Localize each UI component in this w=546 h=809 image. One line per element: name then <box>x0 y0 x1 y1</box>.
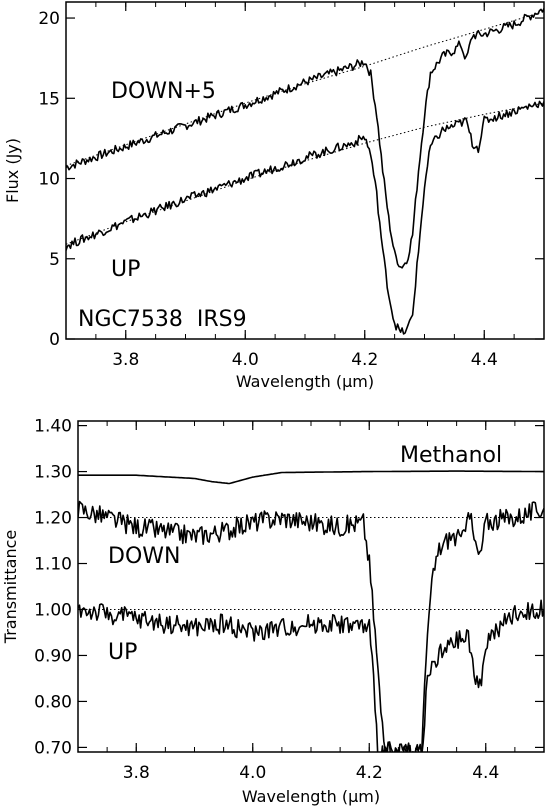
transmittance-x-tick-label: 4.4 <box>472 763 499 783</box>
flux-series-3 <box>66 102 544 245</box>
transmittance-series-1 <box>78 500 544 752</box>
transmittance-y-tick-label: 1.40 <box>34 417 72 437</box>
flux-y-tick-label: 15 <box>38 89 60 109</box>
transmittance-ticks-layer: 3.8 4.0 4.2 4.4 0.70 0.80 0.90 1.00 1.10 1.20 1.30… <box>34 417 545 783</box>
flux-series-2 <box>66 11 544 167</box>
flux-x-tick-label: 4.0 <box>232 350 259 370</box>
transmittance-y-tick-label: 0.70 <box>34 738 72 758</box>
down-plus-5-label: DOWN+5 <box>111 79 216 104</box>
flux-series-0 <box>66 8 544 269</box>
flux-y-tick-label: 20 <box>38 9 60 29</box>
flux-y-tick-label: 10 <box>38 170 60 190</box>
transmittance-x-axis-label: Wavelength (μm) <box>242 787 380 806</box>
flux-y-axis-label: Flux (Jy) <box>3 138 22 203</box>
flux-y-tick-label: 0 <box>49 330 60 350</box>
up-label: UP <box>108 640 137 665</box>
methanol-label: Methanol <box>400 443 502 468</box>
transmittance-y-tick-label: 1.00 <box>34 600 72 620</box>
flux-plot-frame <box>65 1 545 340</box>
flux-ticks-layer: 3.8 4.0 4.2 4.4 0 5 10 15 20 <box>38 2 545 370</box>
flux-x-tick-label: 4.2 <box>351 350 378 370</box>
transmittance-y-tick-label: 1.30 <box>34 463 72 483</box>
transmittance-y-tick-label: 0.80 <box>34 692 72 712</box>
flux-x-axis-label: Wavelength (μm) <box>236 372 374 391</box>
flux-x-tick-label: 4.4 <box>471 350 498 370</box>
flux-y-tick-label: 5 <box>49 250 60 270</box>
flux-panel: 3.8 4.0 4.2 4.4 0 5 10 15 20 Wavelength (μm) Flu… <box>3 1 545 391</box>
transmittance-y-tick-label: 0.90 <box>34 646 72 666</box>
transmittance-y-tick-label: 1.20 <box>34 509 72 529</box>
flux-x-tick-label: 3.8 <box>112 350 139 370</box>
up-label: UP <box>111 257 140 282</box>
down-label: DOWN <box>108 544 180 569</box>
transmittance-x-tick-label: 4.0 <box>239 763 266 783</box>
transmittance-y-axis-label: Transmittance <box>1 530 20 644</box>
transmittance-y-tick-label: 1.10 <box>34 555 72 575</box>
transmittance-panel: 3.8 4.0 4.2 4.4 0.70 0.80 0.90 1.00 1.10 1.20 1.30… <box>1 417 545 806</box>
object-name-label: NGC7538 IRS9 <box>78 307 247 332</box>
transmittance-x-tick-label: 3.8 <box>123 763 150 783</box>
flux-series-layer <box>66 8 544 335</box>
transmittance-x-tick-label: 4.2 <box>356 763 383 783</box>
transmittance-series-2 <box>78 599 544 752</box>
transmittance-series-layer <box>78 470 544 752</box>
transmittance-series-0 <box>78 470 544 485</box>
